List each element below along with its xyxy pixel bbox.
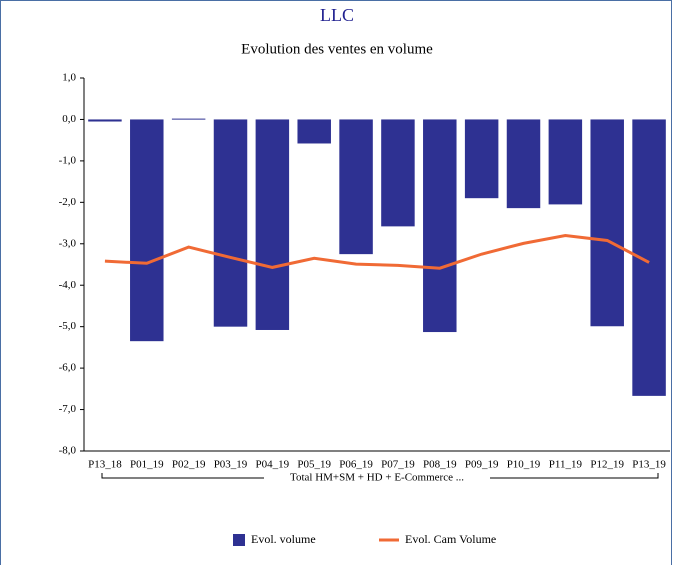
y-tick-label: -4,0 [59, 279, 77, 291]
y-tick-label: -8,0 [59, 445, 77, 457]
x-tick-label: P09_19 [465, 459, 499, 471]
x-tick-label: P06_19 [339, 459, 373, 471]
x-tick-label: P12_19 [590, 459, 624, 471]
y-tick-label: -5,0 [59, 320, 77, 332]
x-tick-label: P13_18 [88, 459, 122, 471]
group-bracket [101, 473, 659, 479]
legend-swatch [233, 534, 245, 546]
bar [130, 119, 164, 342]
y-tick-label: -6,0 [59, 362, 77, 374]
x-tick-label: P08_19 [423, 459, 457, 471]
x-tick-label: P04_19 [256, 459, 290, 471]
bar [88, 119, 122, 122]
x-tick-label: P03_19 [214, 459, 248, 471]
bar [171, 118, 206, 120]
x-tick-label: P05_19 [297, 459, 331, 471]
legend-label: Evol. volume [251, 532, 316, 546]
chart-title: LLC [320, 5, 354, 25]
group-label: Total HM+SM + HD + E-Commerce ... [290, 472, 464, 484]
y-tick-label: 0,0 [62, 113, 76, 125]
bar [590, 119, 624, 327]
bar [548, 119, 583, 205]
x-tick-label: P07_19 [381, 459, 415, 471]
bar [339, 119, 373, 255]
bar [213, 119, 248, 327]
bar [506, 119, 541, 209]
y-tick-label: -3,0 [59, 237, 77, 249]
bar [381, 119, 415, 227]
line [104, 233, 650, 270]
x-tick-label: P11_19 [549, 459, 583, 471]
bar [255, 119, 290, 330]
y-tick-label: 1,0 [62, 72, 76, 84]
legend-label: Evol. Cam Volume [405, 532, 496, 546]
bar [464, 119, 499, 199]
y-tick-label: -2,0 [59, 196, 77, 208]
bar [423, 119, 457, 333]
bar [297, 119, 331, 144]
x-tick-label: P10_19 [507, 459, 541, 471]
x-tick-label: P01_19 [130, 459, 164, 471]
y-tick-label: -1,0 [59, 154, 77, 166]
x-tick-label: P13_19 [632, 459, 666, 471]
y-tick-label: -7,0 [59, 403, 77, 415]
x-tick-label: P02_19 [172, 459, 206, 471]
chart-subtitle: Evolution des ventes en volume [241, 41, 433, 57]
